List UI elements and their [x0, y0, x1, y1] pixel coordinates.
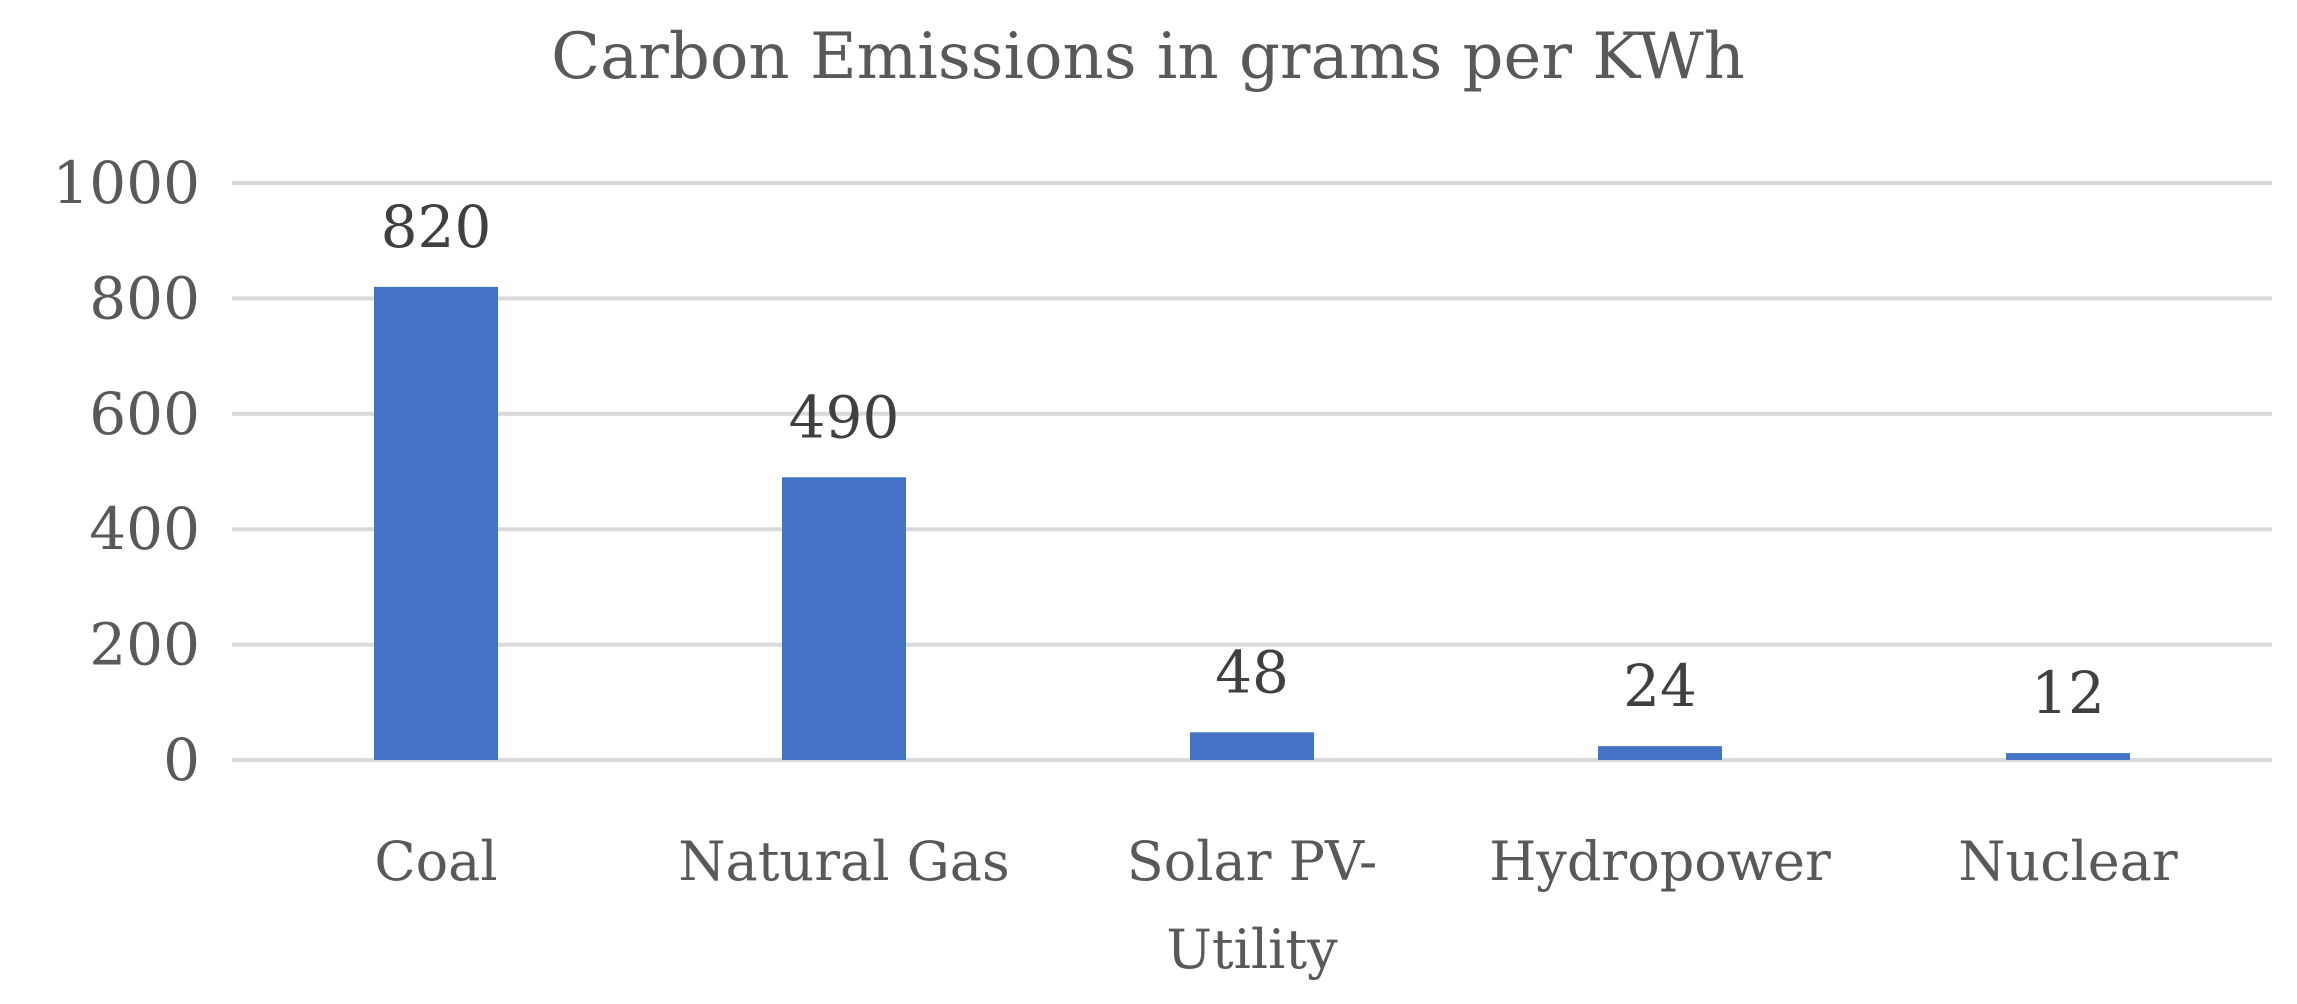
x-category-label: Natural Gas [678, 830, 1009, 893]
bar-hydropower [1598, 746, 1722, 760]
chart-title: Carbon Emissions in grams per KWh [551, 20, 1745, 94]
y-tick-label: 200 [89, 611, 200, 679]
data-label: 820 [381, 193, 492, 261]
x-category-line: Utility [1166, 918, 1338, 981]
x-category-label: Hydropower [1489, 830, 1831, 893]
data-label: 48 [1215, 638, 1289, 706]
x-category-line: Hydropower [1489, 830, 1831, 893]
x-category-label: Solar PV- Utility [1127, 830, 1378, 981]
x-category-line: Natural Gas [678, 830, 1009, 893]
y-tick-label: 1000 [52, 149, 200, 217]
y-tick-label: 0 [163, 726, 200, 794]
bar-solar-pv-utility [1190, 732, 1314, 760]
x-axis-categories: Coal Natural Gas Solar PV- Utility Hydropowe… [374, 830, 2178, 981]
data-label: 12 [2031, 659, 2105, 727]
bar-natural-gas [782, 477, 906, 760]
data-labels: 820 490 48 24 12 [381, 193, 2105, 727]
y-tick-label: 600 [89, 380, 200, 448]
data-label: 24 [1623, 652, 1697, 720]
y-tick-label: 800 [89, 264, 200, 332]
gridlines [232, 181, 2272, 762]
x-category-line: Nuclear [1958, 830, 2178, 893]
data-label: 490 [789, 383, 900, 451]
x-category-label: Coal [374, 830, 497, 893]
x-category-line: Coal [374, 830, 497, 893]
x-category-label: Nuclear [1958, 830, 2178, 893]
bars [374, 286, 2130, 760]
bar-nuclear [2006, 753, 2130, 760]
y-tick-label: 400 [89, 495, 200, 563]
y-axis-ticks: 0 200 400 600 800 1000 [52, 149, 200, 794]
x-category-line: Solar PV- [1127, 830, 1378, 893]
bar-coal [374, 286, 498, 760]
